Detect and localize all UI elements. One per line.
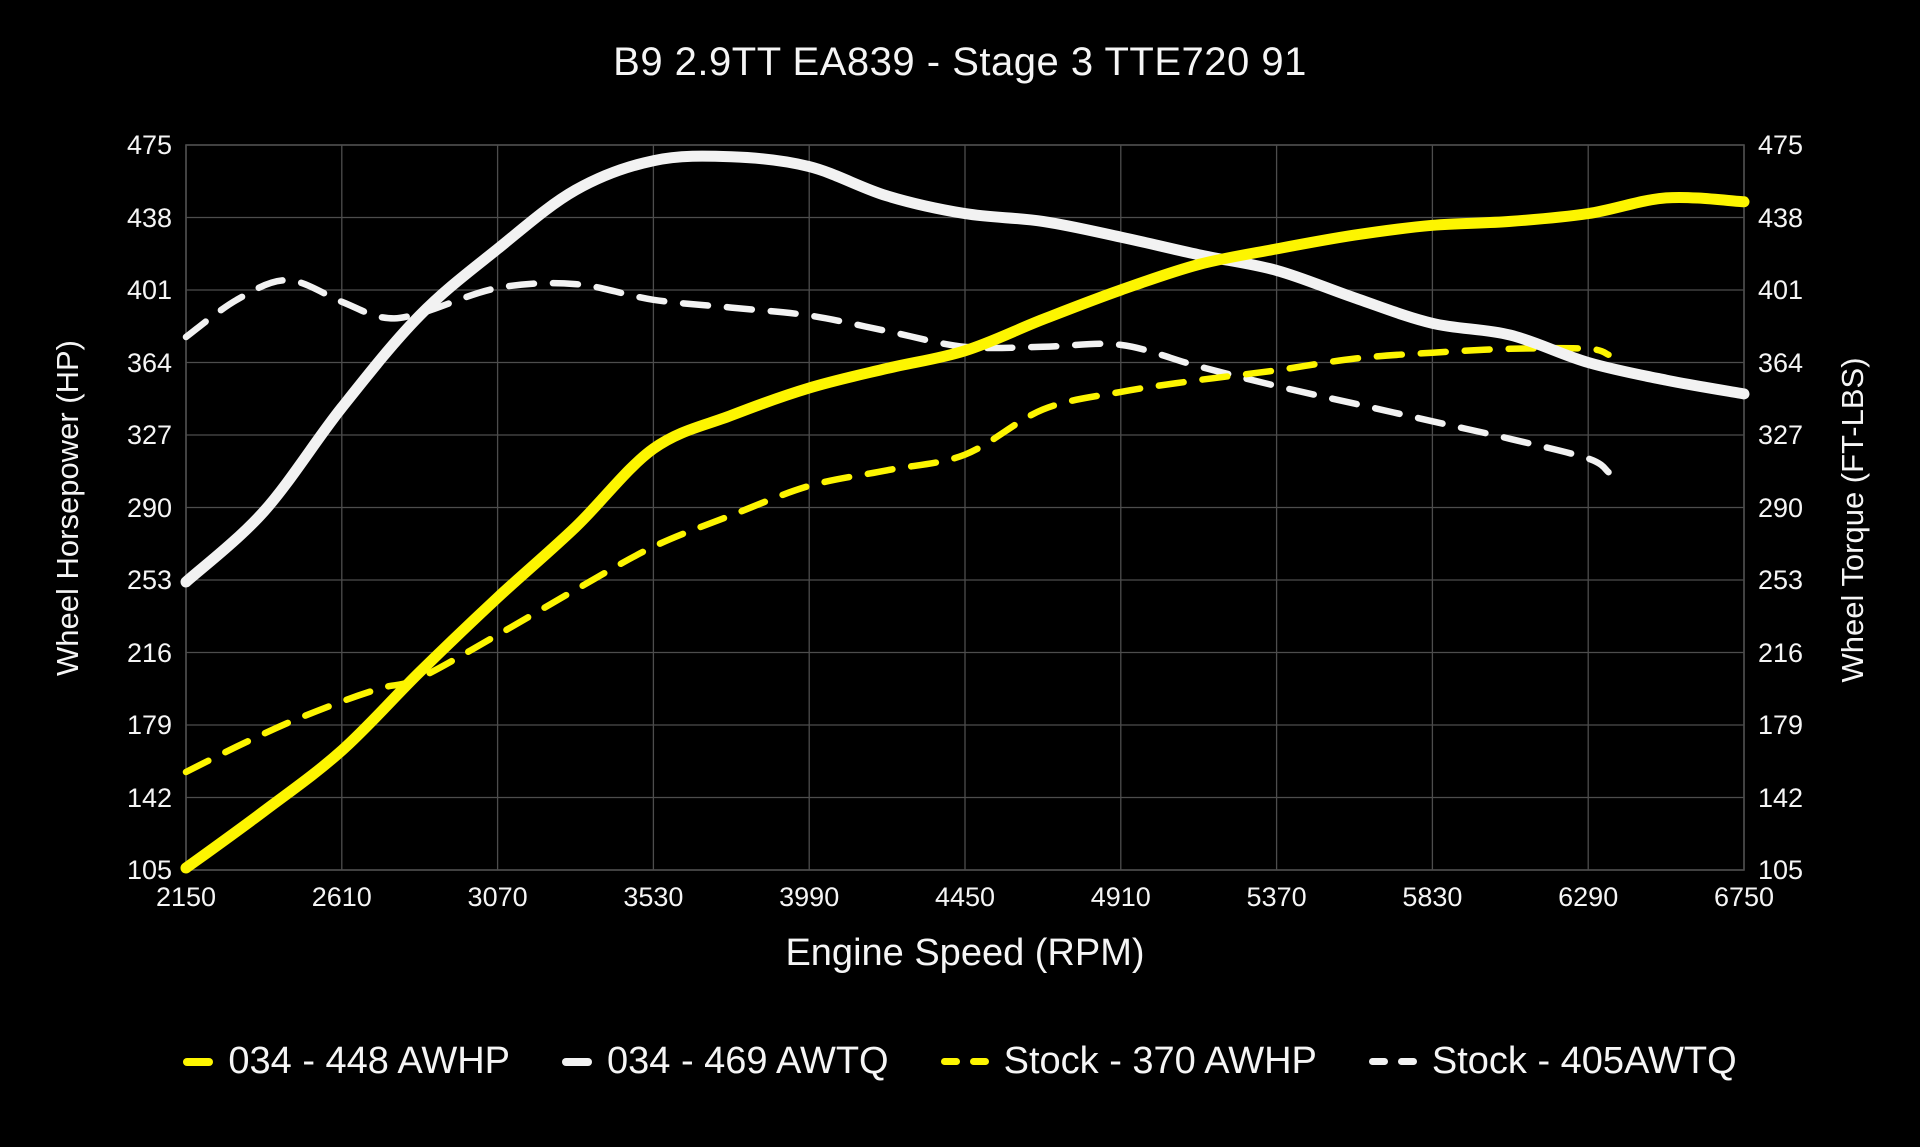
x-axis-title: Engine Speed (RPM) (785, 932, 1145, 974)
legend-marker-dashed-yellow-icon (940, 1058, 989, 1065)
y-tick-label-right: 105 (1758, 855, 1804, 885)
y-tick-label-left: 290 (126, 492, 172, 523)
y-tick-label-left: 327 (126, 420, 172, 450)
x-tick-label: 4450 (934, 882, 996, 912)
y-axis-right-title: Wheel Torque (FT-LBS) (1835, 357, 1870, 683)
legend-item-stock-awhp: Stock - 370 AWHP (940, 1040, 1317, 1083)
y-tick-label-right: 364 (1758, 347, 1804, 378)
y-tick-label-left: 216 (126, 637, 172, 668)
legend-item-034-awtq: 034 - 469 AWTQ (561, 1040, 889, 1083)
legend-marker-dashed-white-icon (1368, 1058, 1417, 1065)
legend-item-stock-awtq: Stock - 405AWTQ (1368, 1040, 1737, 1083)
x-tick-label: 5370 (1246, 882, 1307, 912)
x-tick-label: 4910 (1090, 882, 1151, 912)
y-tick-label-right: 216 (1758, 637, 1804, 668)
x-tick-label: 6290 (1558, 882, 1619, 912)
x-tick-label: 3070 (467, 882, 528, 912)
x-tick-label: 6750 (1713, 882, 1775, 912)
y-tick-label-left: 179 (126, 710, 172, 740)
y-tick-label-left: 438 (126, 202, 172, 233)
legend-marker-solid-yellow-icon (183, 1057, 214, 1066)
y-tick-label-left: 142 (126, 782, 172, 813)
curve-stock-awhp (182, 344, 1612, 776)
x-tick-label: 3530 (623, 882, 684, 912)
y-tick-label-right: 179 (1758, 710, 1804, 740)
y-tick-label-left: 364 (126, 347, 172, 378)
curve-034-awtq (180, 150, 1750, 588)
chart-title: B9 2.9TT EA839 - Stage 3 TTE720 91 (613, 40, 1307, 84)
legend-label: Stock - 405AWTQ (1431, 1040, 1737, 1082)
x-tick-label: 3990 (779, 882, 840, 912)
curve-stock-awtq (182, 276, 1612, 476)
y-tick-label-right: 438 (1758, 202, 1804, 233)
legend-label: Stock - 370 AWHP (1003, 1040, 1317, 1082)
y-tick-label-left: 105 (126, 855, 172, 885)
y-tick-label-right: 142 (1758, 782, 1804, 813)
y-tick-label-left: 475 (126, 130, 172, 160)
curve-034-awhp (180, 191, 1750, 874)
y-axis-left-title: Wheel Horsepower (HP) (50, 340, 85, 676)
legend-item-034-awhp: 034 - 448 AWHP (183, 1040, 510, 1083)
y-tick-label-left: 253 (126, 565, 172, 595)
y-tick-label-right: 290 (1758, 492, 1804, 523)
y-tick-label-right: 475 (1758, 130, 1804, 160)
plot-border (185, 144, 1745, 871)
legend-label: 034 - 448 AWHP (228, 1040, 510, 1082)
x-tick-label: 5830 (1402, 882, 1463, 912)
y-tick-label-left: 401 (126, 275, 172, 305)
legend-marker-solid-white-icon (561, 1057, 592, 1066)
legend-label: 034 - 469 AWTQ (606, 1040, 889, 1082)
y-tick-label-right: 401 (1758, 275, 1804, 305)
x-tick-label: 2610 (311, 882, 372, 912)
y-tick-label-right: 253 (1758, 565, 1804, 595)
y-tick-label-right: 327 (1758, 420, 1804, 450)
legend: 034 - 448 AWHP 034 - 469 AWTQ Stock - 37… (0, 1040, 1920, 1083)
x-tick-label: 2150 (155, 882, 217, 912)
